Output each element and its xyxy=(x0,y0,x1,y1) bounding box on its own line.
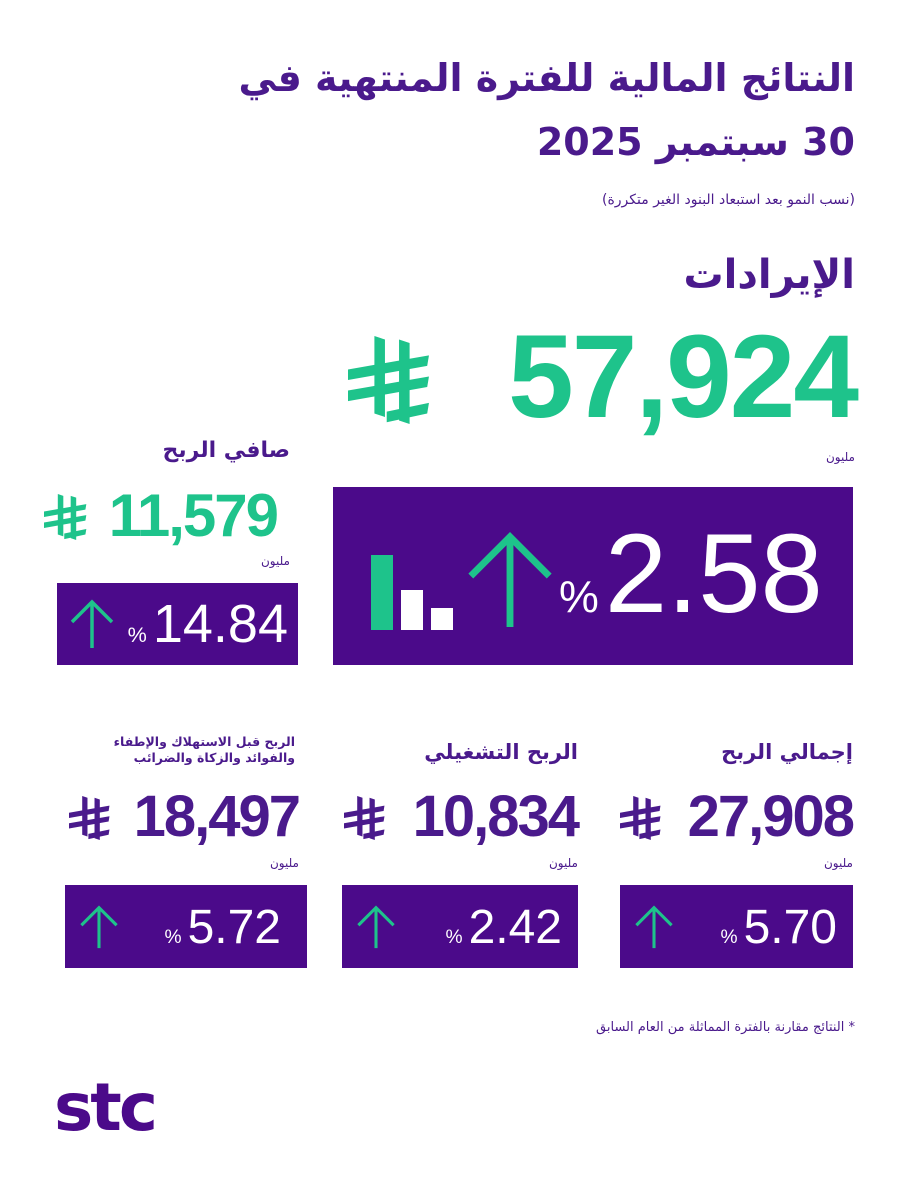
metric-value: 10,834 xyxy=(412,784,580,849)
metric-value: 27,908 xyxy=(687,784,855,849)
metric-label: الربح قبل الاستهلاك والإطفاء والفوائد وا… xyxy=(113,734,295,765)
metric-value: 18,497 xyxy=(133,784,301,849)
net-profit-label: صافي الربح xyxy=(162,438,290,463)
metric-gross-profit: إجمالي الربح 27,908 مليون % 5.70 xyxy=(620,730,855,970)
arrow-up-icon xyxy=(67,599,117,649)
metric-growth: % 5.70 xyxy=(720,901,837,954)
metric-label: الربح التشغيلي xyxy=(424,740,578,764)
net-profit-growth: % 14.84 xyxy=(127,594,288,654)
page-title-line2: 30 سبتمبر 2025 xyxy=(536,120,855,164)
bar-chart-icon xyxy=(371,555,453,630)
metric-label: إجمالي الربح xyxy=(721,740,853,764)
arrow-up-icon xyxy=(354,905,398,949)
saudi-riyal-icon xyxy=(620,796,664,840)
metric-growth-box: % 5.70 xyxy=(620,885,853,968)
saudi-riyal-icon xyxy=(69,796,113,840)
metric-ebitda: الربح قبل الاستهلاك والإطفاء والفوائد وا… xyxy=(65,730,307,970)
metric-unit: مليون xyxy=(269,856,299,870)
revenue-growth-box: %2.58 xyxy=(333,487,853,665)
saudi-riyal-icon xyxy=(44,494,90,540)
metric-operating-profit: الربح التشغيلي 10,834 مليون % 2.42 xyxy=(342,730,580,970)
revenue-growth: %2.58 xyxy=(559,511,823,636)
net-profit-value: 11,579 xyxy=(108,482,279,549)
saudi-riyal-icon xyxy=(344,796,388,840)
page-subtitle: (نسب النمو بعد استبعاد البنود الغير متكر… xyxy=(602,192,855,208)
revenue-unit: مليون xyxy=(825,450,855,464)
stc-logo: stc xyxy=(54,1069,158,1146)
footnote: * النتائج مقارنة بالفترة المماثلة من الع… xyxy=(596,1020,855,1035)
arrow-up-icon xyxy=(77,905,121,949)
metric-unit: مليون xyxy=(548,856,578,870)
metric-growth: % 5.72 xyxy=(164,901,281,954)
net-profit-growth-box: % 14.84 xyxy=(57,583,298,665)
saudi-riyal-icon xyxy=(348,336,436,424)
metric-growth-box: % 5.72 xyxy=(65,885,307,968)
arrow-up-icon xyxy=(461,531,559,629)
net-profit-unit: مليون xyxy=(260,554,290,568)
arrow-up-icon xyxy=(632,905,676,949)
revenue-value: 57,924 xyxy=(508,311,859,443)
metric-unit: مليون xyxy=(823,856,853,870)
metric-growth: % 2.42 xyxy=(445,901,562,954)
revenue-label: الإيرادات xyxy=(683,252,855,298)
metric-growth-box: % 2.42 xyxy=(342,885,578,968)
page-title-line1: النتائج المالية للفترة المنتهية في xyxy=(238,56,856,100)
